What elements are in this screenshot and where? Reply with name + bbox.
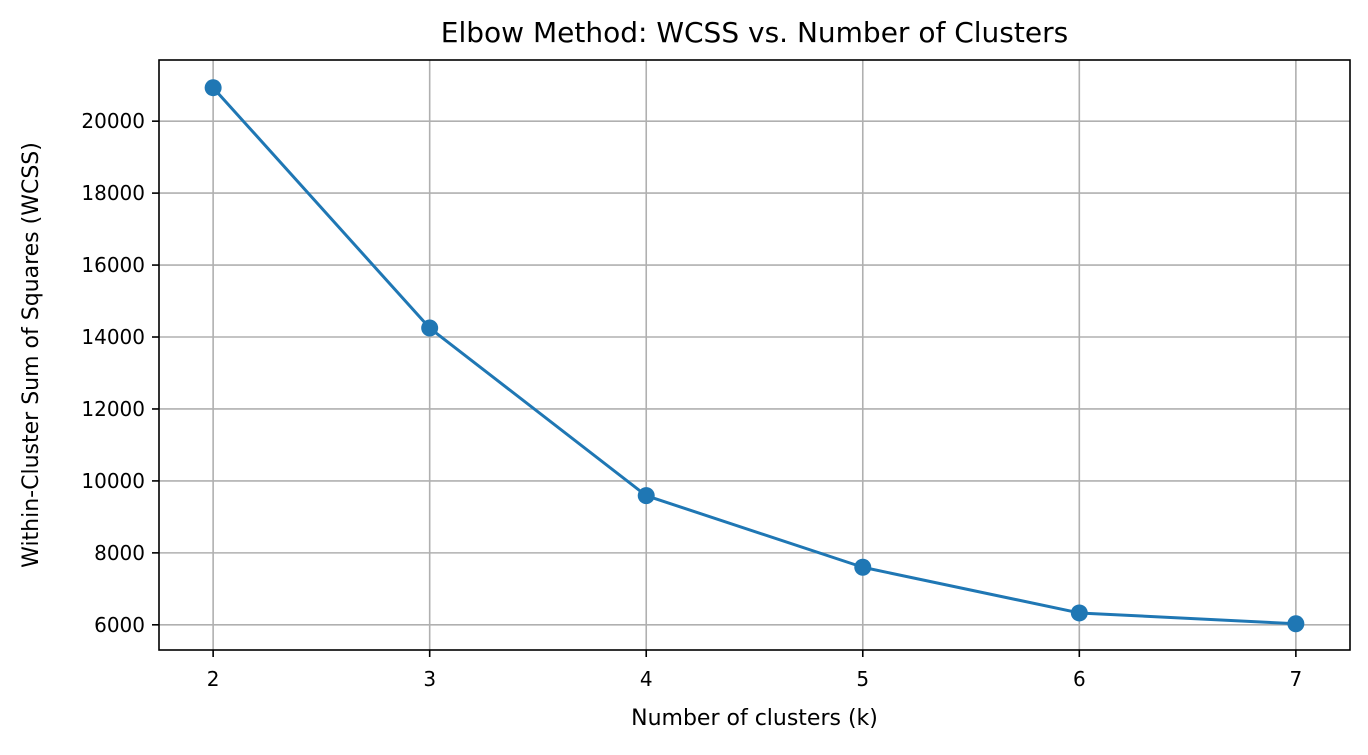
data-point xyxy=(1287,615,1305,633)
data-point xyxy=(1070,604,1088,622)
y-axis-label: Within-Cluster Sum of Squares (WCSS) xyxy=(19,142,44,568)
grid-lines xyxy=(159,60,1350,650)
x-axis-label: Number of clusters (k) xyxy=(631,706,878,731)
y-tick-label: 18000 xyxy=(81,181,145,205)
chart-title: Elbow Method: WCSS vs. Number of Cluster… xyxy=(441,16,1068,49)
data-point xyxy=(204,79,222,97)
x-tick-label: 3 xyxy=(423,667,436,691)
y-tick-label: 6000 xyxy=(94,613,145,637)
y-tick-label: 14000 xyxy=(81,325,145,349)
data-point xyxy=(637,487,655,505)
x-tick-label: 5 xyxy=(856,667,869,691)
y-tick-label: 8000 xyxy=(94,541,145,565)
series-line xyxy=(212,86,1296,626)
y-tick-label: 20000 xyxy=(81,109,145,133)
y-tick-label: 16000 xyxy=(81,253,145,277)
series-layer xyxy=(204,79,1305,633)
x-tick-label: 2 xyxy=(207,667,220,691)
data-point xyxy=(421,319,439,337)
plot-area-frame xyxy=(158,59,1351,651)
axis-ticks: 2 3 4 5 6 7 6000 8000 10000 12000 14000 16000 18000 2… xyxy=(81,109,1302,691)
x-tick-label: 6 xyxy=(1073,667,1086,691)
y-tick-label: 12000 xyxy=(81,397,145,421)
x-tick-label: 4 xyxy=(640,667,653,691)
x-tick-label: 7 xyxy=(1289,667,1302,691)
y-tick-label: 10000 xyxy=(81,469,145,493)
data-point xyxy=(854,558,872,576)
